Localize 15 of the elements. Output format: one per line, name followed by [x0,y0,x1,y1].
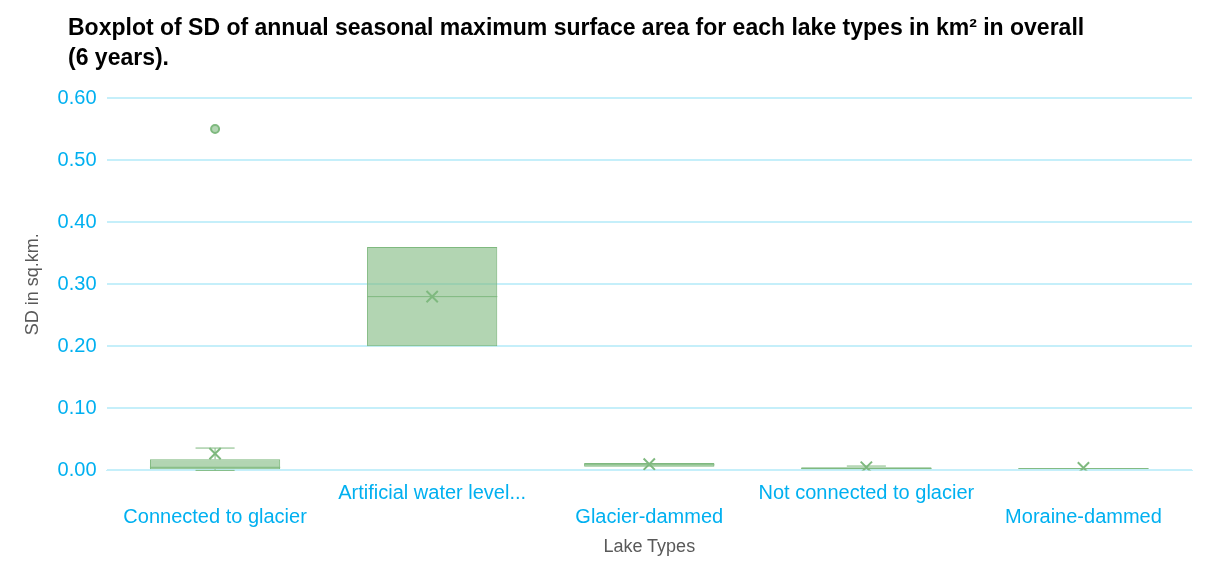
y-tick-label: 0.50 [57,147,97,170]
x-tick-label: Not connected to glacier [758,480,975,503]
x-tick-label: Glacier-dammed [575,504,724,527]
x-tick-label: Artificial water level... [338,480,527,503]
x-tick-label: Moraine-dammed [1005,504,1162,527]
y-tick-label: 0.20 [57,333,97,356]
y-tick-label: 0.10 [57,395,97,418]
y-tick-label: 0.60 [57,85,97,108]
y-tick-label: 0.40 [57,209,97,232]
x-axis-title: Lake Types [603,536,696,557]
chart-title: Boxplot of SD of annual seasonal maximum surface area for each lake types in km² in overall (6 years). [67,13,1086,72]
x-tick-label: Connected to glacier [123,504,308,527]
y-tick-label: 0.30 [57,271,97,294]
y-axis-title: SD in sq.km. [21,233,42,336]
y-tick-label: 0.00 [57,457,97,480]
